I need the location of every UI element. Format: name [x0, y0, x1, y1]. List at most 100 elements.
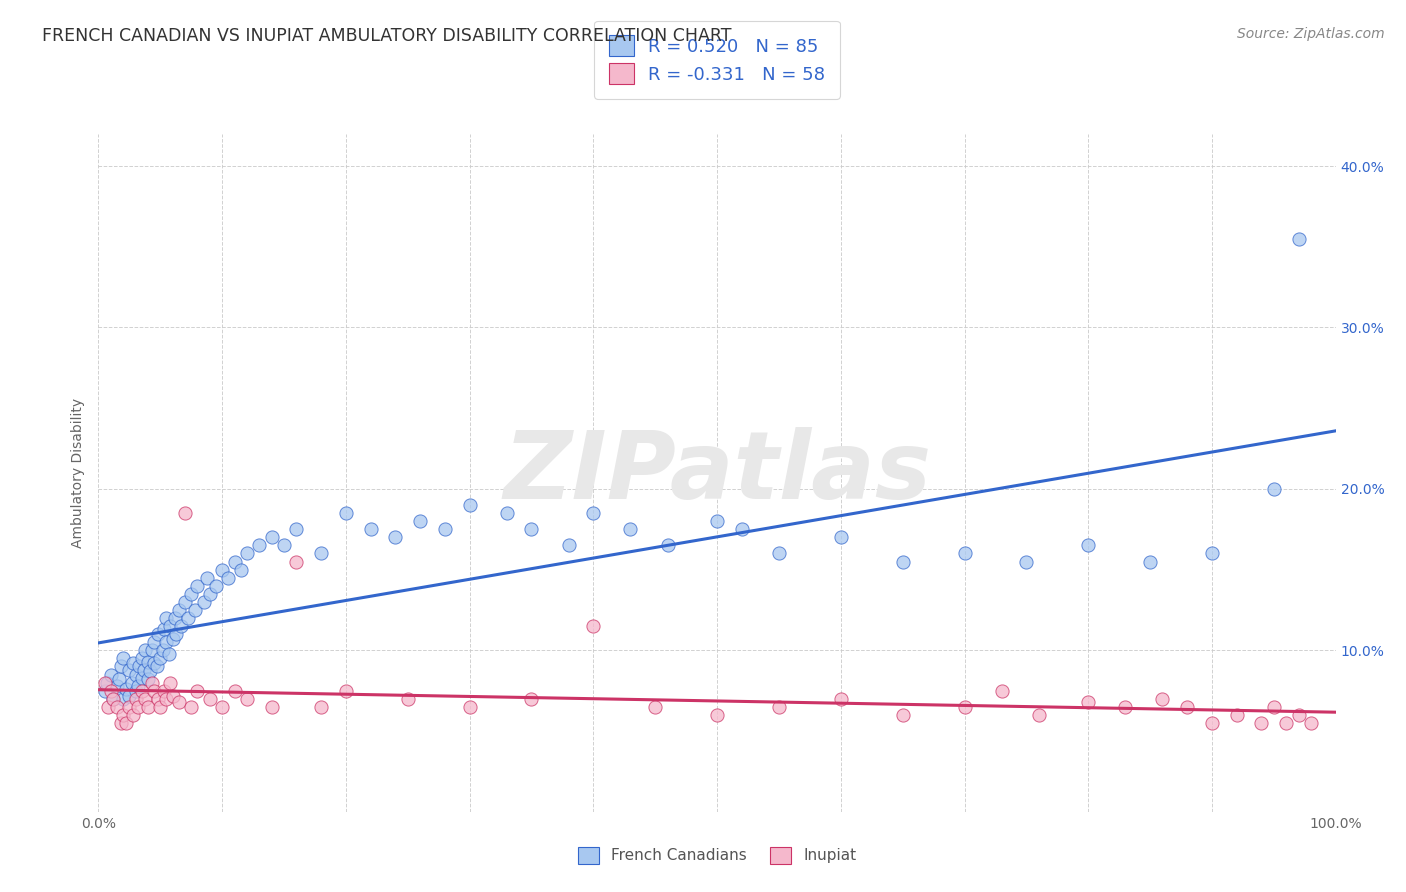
Point: [93, 675, 115, 690]
Point: [127, 699, 149, 714]
Point: [112, 707, 135, 722]
Text: Source: ZipAtlas.com: Source: ZipAtlas.com: [1237, 27, 1385, 41]
Point: [1275, 715, 1298, 730]
Point: [1175, 699, 1198, 714]
Point: [1077, 538, 1099, 552]
Point: [96, 675, 118, 690]
Point: [136, 655, 159, 669]
Point: [93, 683, 115, 698]
Point: [1114, 699, 1136, 714]
Point: [159, 619, 181, 633]
Point: [103, 691, 125, 706]
Point: [149, 699, 172, 714]
Point: [146, 627, 169, 641]
Point: [260, 699, 283, 714]
Legend: French Canadians, Inupiat: French Canadians, Inupiat: [569, 839, 865, 871]
Point: [830, 530, 852, 544]
Point: [100, 667, 122, 681]
Point: [409, 514, 432, 528]
Point: [657, 538, 679, 552]
Point: [134, 691, 156, 706]
Point: [155, 691, 177, 706]
Point: [112, 651, 135, 665]
Point: [520, 522, 543, 536]
Point: [198, 587, 221, 601]
Point: [1250, 715, 1272, 730]
Point: [495, 506, 517, 520]
Point: [1288, 232, 1310, 246]
Point: [458, 699, 481, 714]
Point: [112, 691, 135, 706]
Point: [114, 715, 136, 730]
Point: [170, 619, 193, 633]
Point: [152, 643, 174, 657]
Point: [153, 623, 176, 637]
Point: [124, 683, 146, 698]
Point: [141, 675, 163, 690]
Point: [143, 683, 166, 698]
Point: [224, 555, 246, 569]
Point: [731, 522, 754, 536]
Point: [644, 699, 666, 714]
Point: [1263, 482, 1285, 496]
Point: [134, 643, 156, 657]
Point: [134, 663, 156, 677]
Point: [157, 647, 180, 661]
Point: [360, 522, 382, 536]
Point: [768, 546, 790, 560]
Point: [384, 530, 406, 544]
Point: [165, 627, 187, 641]
Point: [582, 506, 605, 520]
Point: [335, 506, 357, 520]
Point: [273, 538, 295, 552]
Point: [103, 691, 125, 706]
Point: [193, 595, 215, 609]
Point: [891, 555, 914, 569]
Point: [118, 689, 141, 703]
Point: [186, 683, 208, 698]
Point: [211, 699, 233, 714]
Point: [520, 691, 543, 706]
Point: [153, 683, 176, 698]
Point: [198, 691, 221, 706]
Point: [139, 665, 162, 679]
Point: [110, 715, 132, 730]
Point: [131, 671, 153, 685]
Text: FRENCH CANADIAN VS INUPIAT AMBULATORY DISABILITY CORRELATION CHART: FRENCH CANADIAN VS INUPIAT AMBULATORY DI…: [42, 27, 731, 45]
Point: [127, 679, 149, 693]
Point: [122, 657, 145, 671]
Point: [335, 683, 357, 698]
Point: [124, 691, 146, 706]
Point: [706, 707, 728, 722]
Point: [396, 691, 419, 706]
Point: [706, 514, 728, 528]
Point: [167, 603, 190, 617]
Point: [159, 675, 181, 690]
Point: [1152, 691, 1174, 706]
Point: [224, 683, 246, 698]
Point: [114, 681, 136, 696]
Point: [118, 699, 141, 714]
Y-axis label: Ambulatory Disability: Ambulatory Disability: [72, 398, 86, 548]
Point: [1015, 555, 1038, 569]
Point: [105, 699, 128, 714]
Point: [131, 683, 153, 698]
Point: [1201, 546, 1223, 560]
Point: [146, 691, 169, 706]
Point: [1288, 707, 1310, 722]
Point: [768, 699, 790, 714]
Point: [236, 691, 259, 706]
Point: [953, 699, 976, 714]
Point: [211, 563, 233, 577]
Point: [1263, 699, 1285, 714]
Point: [582, 619, 605, 633]
Point: [136, 673, 159, 687]
Point: [891, 707, 914, 722]
Point: [141, 643, 163, 657]
Point: [1226, 707, 1249, 722]
Point: [143, 635, 166, 649]
Point: [100, 683, 122, 698]
Point: [953, 546, 976, 560]
Point: [136, 699, 159, 714]
Point: [309, 699, 332, 714]
